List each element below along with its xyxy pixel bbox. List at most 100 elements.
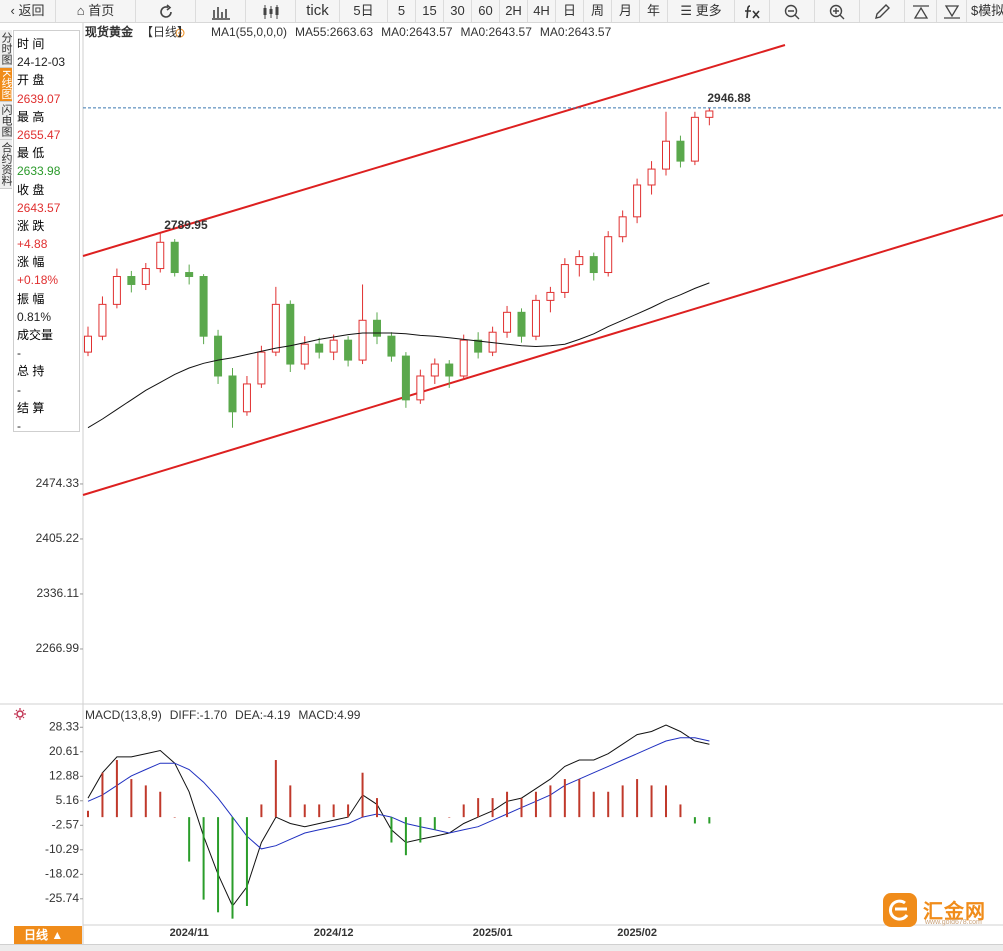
info-label: 收 盘 (17, 182, 45, 197)
y-tick-label: 2336.11 (37, 586, 80, 600)
macd-line (87, 737, 710, 850)
candle-body (618, 216, 627, 238)
info-value: 2639.07 (17, 91, 61, 106)
zoom-in-icon (829, 4, 845, 20)
period-button[interactable]: 周 (584, 0, 612, 22)
candle-body (257, 351, 266, 385)
refresh-icon (159, 3, 172, 18)
macd-bar (173, 817, 176, 818)
legend-label: MA55:2663.63 (295, 25, 373, 39)
period-button[interactable]: 4H (528, 0, 556, 22)
period-button[interactable]: 年 (640, 0, 668, 22)
period-button[interactable]: 5 (388, 0, 416, 22)
button-label: 2H (505, 3, 522, 18)
button-label: 60 (478, 3, 493, 18)
candle-body (373, 319, 381, 337)
candle-body (474, 339, 483, 353)
candle-body (329, 339, 338, 353)
macd-bar (188, 817, 191, 862)
candle-body (344, 339, 353, 361)
candle-body (575, 256, 584, 266)
candle-body (242, 383, 251, 413)
logo: 汇金网 www.gold678.com (883, 893, 998, 929)
macd-bar (462, 804, 465, 818)
home-button[interactable]: ⌂ 首页 (56, 0, 136, 22)
button-label: 5日 (353, 3, 374, 18)
x-tick-label: 2025/01 (473, 927, 513, 939)
button-label: 模拟 (978, 3, 1003, 18)
period-button[interactable]: 日 (556, 0, 584, 22)
zoom-in-button[interactable] (815, 0, 860, 22)
more-button[interactable]: ☰ 更多 (668, 0, 735, 22)
zoom-out-icon (784, 4, 800, 20)
back-button[interactable]: ‹ 返回 (0, 0, 56, 22)
macd-bar (130, 779, 133, 818)
formula-button[interactable] (735, 0, 770, 22)
candle-body (633, 184, 642, 218)
macd-bar (144, 785, 147, 818)
title-add-icon[interactable] (175, 28, 185, 38)
candle-body (228, 375, 237, 413)
macd-bar (592, 791, 595, 818)
y-tick-label: 2405.22 (36, 531, 80, 545)
side-tab[interactable]: K线图 (0, 68, 12, 103)
info-value: 0.81% (17, 309, 52, 324)
macd-bar (477, 798, 480, 818)
button-label: 日 (562, 3, 576, 18)
macd-settings-icon[interactable] (14, 708, 26, 720)
side-tab[interactable]: 闪电图 (0, 102, 12, 141)
side-tab[interactable]: 分时图 (0, 30, 12, 68)
fx-icon (745, 4, 760, 19)
down-mark-button[interactable] (937, 0, 967, 22)
period-button[interactable]: tick (296, 0, 340, 22)
period-button[interactable]: 月 (612, 0, 640, 22)
refresh-button[interactable] (136, 0, 196, 22)
logo-name: 汇金网 (923, 901, 986, 923)
period-button[interactable]: 30 (444, 0, 472, 22)
triangle-icon (943, 4, 960, 19)
x-tick-label: 2024/12 (314, 927, 354, 939)
candle-body (271, 303, 280, 353)
y-tick-label: -2.57 (52, 817, 80, 831)
legend-label: DIFF:-1.70 (170, 708, 228, 722)
period-button[interactable]: 5日 (340, 0, 388, 22)
info-value: - (17, 346, 21, 361)
candle-body (503, 311, 512, 333)
period-button[interactable]: 15 (416, 0, 444, 22)
button-label: 更多 (695, 3, 722, 18)
macd-bar (534, 791, 537, 818)
button-label: 4H (533, 3, 550, 18)
zoom-out-button[interactable] (770, 0, 815, 22)
y-tick-label: 28.33 (49, 719, 79, 733)
y-tick-label: 5.16 (56, 793, 80, 807)
candle-chart-button[interactable] (246, 0, 296, 22)
candle-body (141, 268, 150, 285)
macd-bar (693, 817, 696, 824)
legend-label: DEA:-4.19 (235, 708, 291, 722)
period-button[interactable]: 60 (472, 0, 500, 22)
macd-bar (115, 760, 118, 818)
candle-body (416, 375, 425, 401)
legend-label: MACD:4.99 (298, 708, 360, 722)
info-value: 2643.57 (17, 200, 61, 215)
info-label: 涨 跌 (17, 218, 45, 233)
macd-bar (231, 817, 234, 919)
y-tick-label: 12.88 (49, 768, 79, 782)
candle-body (199, 276, 208, 337)
up-mark-button[interactable] (905, 0, 937, 22)
period-button[interactable]: 2H (500, 0, 528, 22)
simulate-button[interactable]: $模拟 (971, 3, 1003, 18)
candle-body (560, 264, 569, 293)
candle-body (300, 343, 309, 365)
side-tabs: 分时图 K线图 闪电图 合约资料 (0, 30, 12, 190)
candle-body (531, 299, 540, 337)
candle-body (690, 116, 699, 162)
period-tab[interactable]: 日线 ▲ (14, 926, 82, 944)
macd-bar (303, 804, 306, 818)
button-label: 首页 (88, 3, 115, 18)
button-label: 周 (590, 3, 604, 18)
side-tab[interactable]: 合约资料 (0, 140, 12, 190)
channel-line (82, 214, 1003, 496)
bar-chart-button[interactable] (196, 0, 246, 22)
draw-button[interactable] (860, 0, 905, 22)
